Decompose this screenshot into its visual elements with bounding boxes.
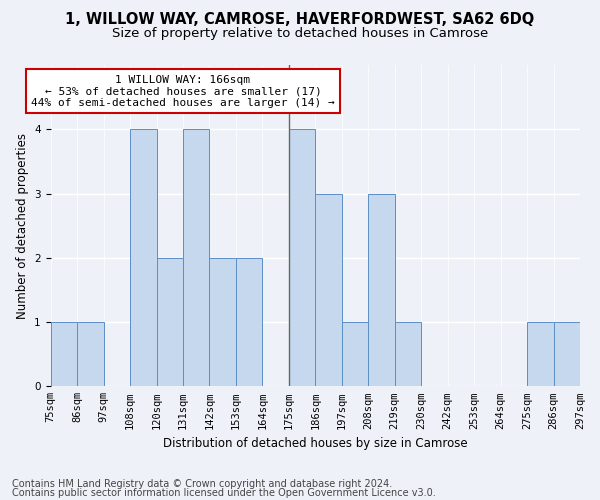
Bar: [527, 322, 554, 386]
Text: Size of property relative to detached houses in Camrose: Size of property relative to detached ho…: [112, 28, 488, 40]
Bar: [368, 194, 395, 386]
X-axis label: Distribution of detached houses by size in Camrose: Distribution of detached houses by size …: [163, 437, 467, 450]
Bar: [77, 322, 104, 386]
Text: Contains HM Land Registry data © Crown copyright and database right 2024.: Contains HM Land Registry data © Crown c…: [12, 479, 392, 489]
Bar: [554, 322, 580, 386]
Text: 1 WILLOW WAY: 166sqm
← 53% of detached houses are smaller (17)
44% of semi-detac: 1 WILLOW WAY: 166sqm ← 53% of detached h…: [31, 74, 335, 108]
Bar: [236, 258, 262, 386]
Bar: [50, 322, 77, 386]
Y-axis label: Number of detached properties: Number of detached properties: [16, 132, 29, 318]
Text: Contains public sector information licensed under the Open Government Licence v3: Contains public sector information licen…: [12, 488, 436, 498]
Bar: [316, 194, 342, 386]
Text: 1, WILLOW WAY, CAMROSE, HAVERFORDWEST, SA62 6DQ: 1, WILLOW WAY, CAMROSE, HAVERFORDWEST, S…: [65, 12, 535, 28]
Bar: [395, 322, 421, 386]
Bar: [157, 258, 183, 386]
Bar: [183, 130, 209, 386]
Bar: [130, 130, 157, 386]
Bar: [209, 258, 236, 386]
Bar: [289, 130, 316, 386]
Bar: [342, 322, 368, 386]
